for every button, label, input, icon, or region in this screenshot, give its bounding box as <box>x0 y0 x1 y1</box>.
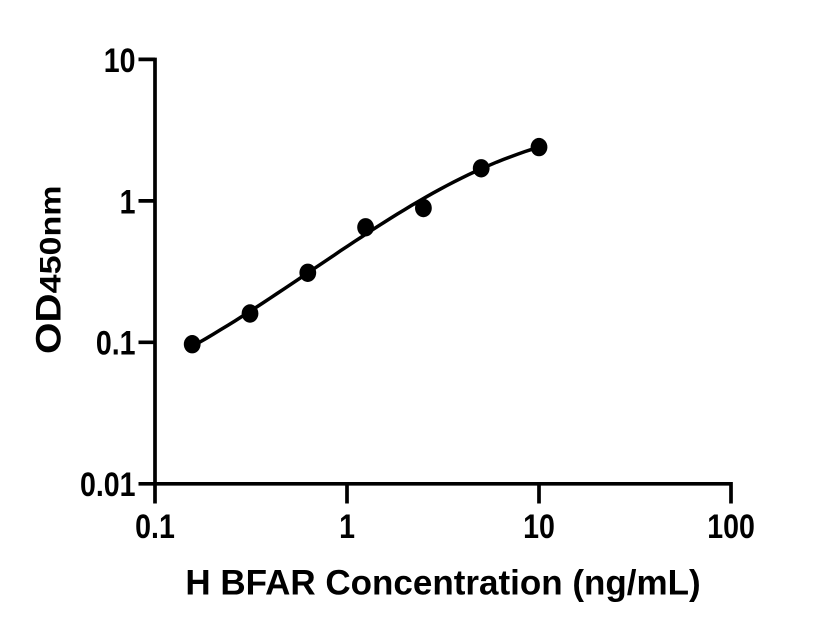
svg-text:100: 100 <box>707 507 755 545</box>
svg-text:0.01: 0.01 <box>80 466 136 504</box>
svg-text:10: 10 <box>104 41 136 79</box>
svg-text:1: 1 <box>339 507 355 545</box>
svg-text:H BFAR Concentration (ng/mL): H BFAR Concentration (ng/mL) <box>185 564 700 603</box>
svg-text:0.1: 0.1 <box>135 507 175 545</box>
svg-text:1: 1 <box>120 183 136 221</box>
svg-text:10: 10 <box>523 507 555 545</box>
svg-text:0.1: 0.1 <box>96 324 136 362</box>
svg-text:OD450nm: OD450nm <box>30 185 69 354</box>
